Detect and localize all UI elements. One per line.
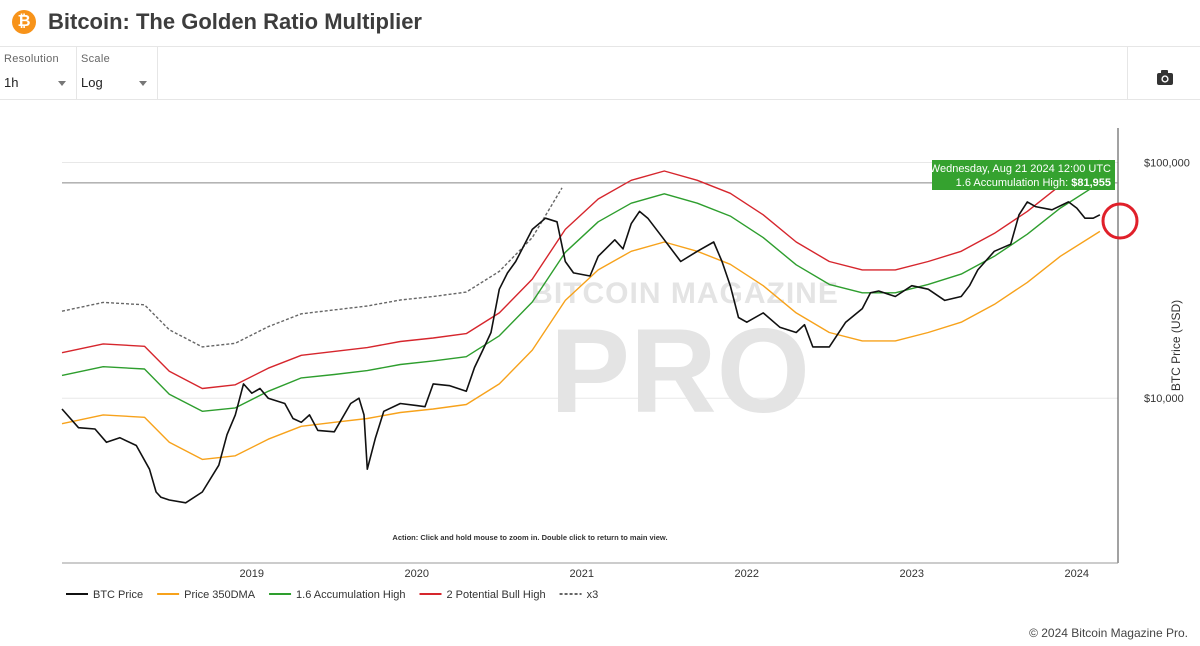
legend-item[interactable]: 2 Potential Bull High (447, 589, 546, 601)
controls-bar: Resolution 1h Scale Log (0, 47, 1200, 100)
copyright-footer: © 2024 Bitcoin Magazine Pro. (1029, 626, 1188, 640)
x-tick-label: 2024 (1065, 568, 1089, 580)
bitcoin-logo-icon: ₿ (12, 10, 36, 34)
scale-select[interactable]: Scale Log (77, 47, 158, 99)
series-line-btc[interactable] (61, 201, 1101, 504)
x-tick-label: 2021 (570, 568, 594, 580)
x-tick-label: 2022 (735, 568, 759, 580)
x-tick-label: 2023 (900, 568, 924, 580)
resolution-value: 1h (4, 75, 19, 90)
legend-item[interactable]: BTC Price (93, 589, 143, 601)
scale-value: Log (81, 75, 103, 90)
resolution-select[interactable]: Resolution 1h (0, 47, 77, 99)
tooltip-date: Wednesday, Aug 21 2024 12:00 UTC (930, 163, 1111, 175)
screenshot-button[interactable] (1127, 47, 1200, 99)
page-header: ₿ Bitcoin: The Golden Ratio Multiplier (0, 0, 1200, 47)
y-axis-title: BTC Price (USD) (1169, 300, 1183, 391)
camera-icon (1157, 70, 1173, 85)
tooltip-box (932, 160, 1115, 190)
y-tick-label: $100,000 (1144, 157, 1190, 169)
resolution-label: Resolution (4, 53, 59, 65)
legend-item[interactable]: Price 350DMA (184, 589, 256, 601)
series-line-dma[interactable] (61, 230, 1101, 461)
series-line-acc[interactable] (61, 182, 1101, 412)
x-tick-label: 2020 (405, 568, 429, 580)
series-line-x3[interactable] (61, 187, 563, 348)
scale-label: Scale (81, 53, 111, 65)
tooltip-value-line: 1.6 Accumulation High: $81,955 (956, 177, 1111, 189)
series-line-bull[interactable] (61, 159, 1101, 390)
legend-item[interactable]: 1.6 Accumulation High (296, 589, 405, 601)
y-tick-label: $10,000 (1144, 393, 1184, 405)
page-title: Bitcoin: The Golden Ratio Multiplier (48, 9, 422, 34)
highlight-circle (1101, 202, 1139, 240)
legend-item[interactable]: x3 (587, 589, 599, 601)
x-tick-label: 2019 (240, 568, 264, 580)
watermark-text: PRO (550, 304, 810, 438)
chevron-down-icon (58, 81, 66, 86)
chevron-down-icon (139, 81, 147, 86)
zoom-instruction-text: Action: Click and hold mouse to zoom in.… (392, 533, 667, 542)
